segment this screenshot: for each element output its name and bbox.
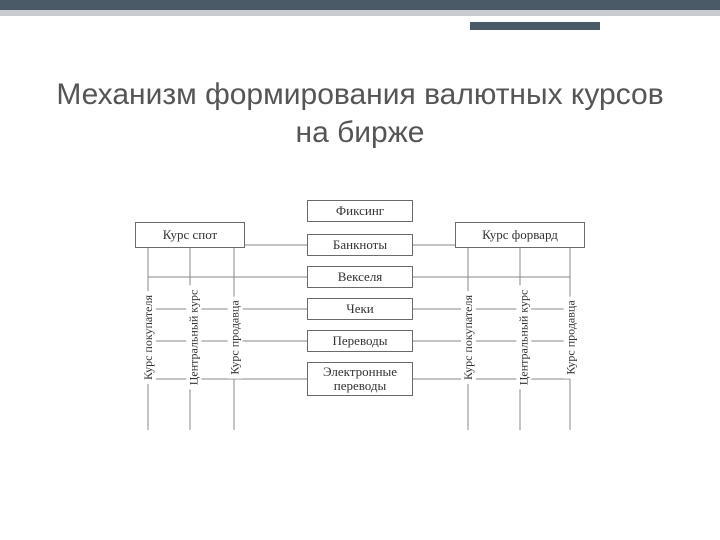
topbar-dark — [0, 0, 720, 10]
center-box-2-label: Векселя — [338, 270, 383, 284]
center-box-0: Фиксинг — [307, 200, 413, 222]
center-box-2: Векселя — [307, 266, 413, 288]
center-box-3-label: Чеки — [346, 302, 374, 316]
center-box-3: Чеки — [307, 298, 413, 320]
vlabel-right-0: Курс покупателя — [461, 291, 476, 384]
vlabel-left-0: Курс покупателя — [141, 291, 156, 384]
vlabel-right-1: Центральный курс — [516, 286, 531, 390]
vlabel-left-1: Центральный курс — [186, 286, 201, 390]
center-box-5: Электронные переводы — [307, 362, 413, 396]
topbar-light — [0, 10, 720, 16]
vlabel-right-2: Курс продавца — [564, 296, 579, 378]
header-box-right-label: Курс форвард — [482, 228, 558, 242]
center-box-4: Переводы — [307, 330, 413, 352]
header-box-right: Курс форвард — [455, 222, 585, 248]
center-box-4-label: Переводы — [333, 334, 388, 348]
diagram: Курс спот Курс форвард Фиксинг Банкноты … — [110, 200, 610, 460]
header-box-left-label: Курс спот — [163, 228, 217, 242]
accent-bar — [470, 22, 600, 30]
center-box-0-label: Фиксинг — [336, 204, 384, 218]
page-title: Механизм формирования валютных курсов на… — [0, 76, 720, 151]
center-box-1: Банкноты — [307, 234, 413, 256]
header-box-left: Курс спот — [135, 222, 245, 248]
vlabel-left-2: Курс продавца — [228, 296, 243, 378]
center-box-1-label: Банкноты — [333, 238, 387, 252]
center-box-5-label: Электронные переводы — [308, 365, 412, 392]
